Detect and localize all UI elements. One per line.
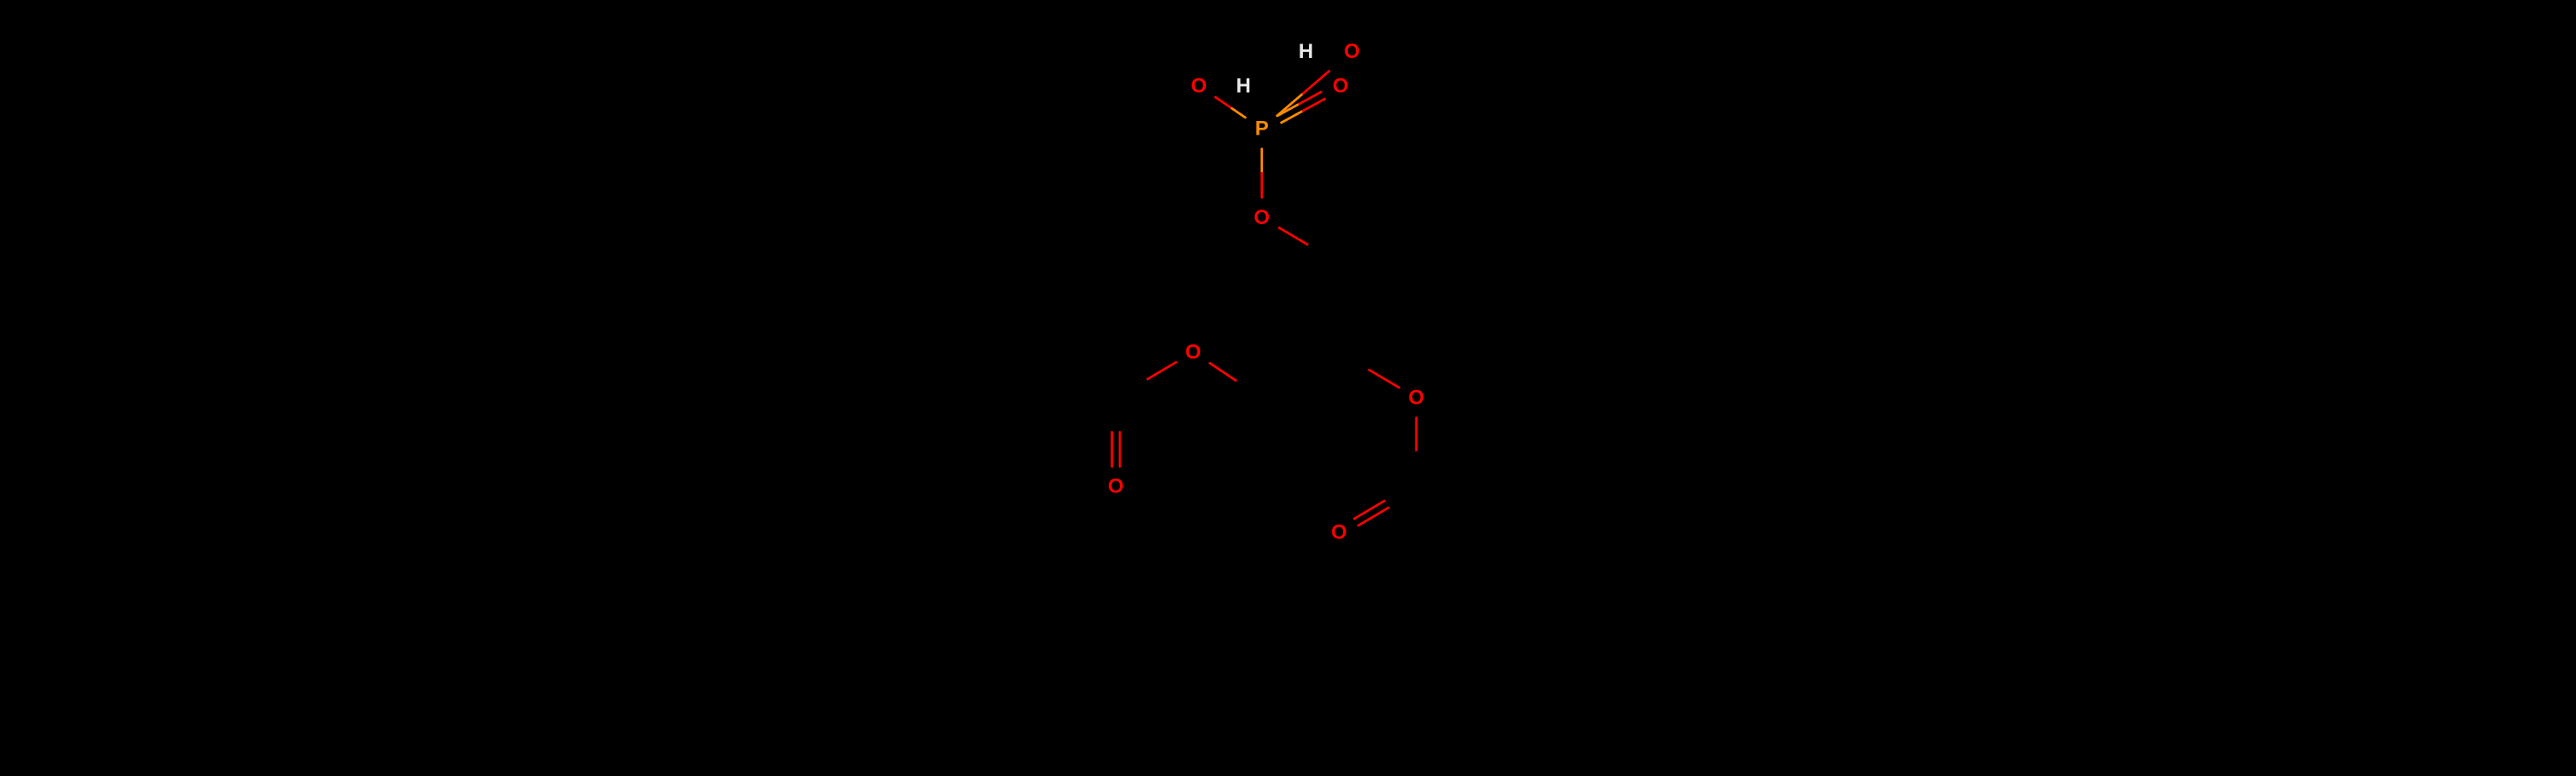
bond-segment bbox=[961, 398, 1039, 444]
bond-segment bbox=[1494, 486, 1571, 532]
atom-label-p: P bbox=[1255, 118, 1269, 141]
bond-segment bbox=[807, 398, 885, 444]
bond-segment bbox=[1215, 97, 1231, 107]
atom-label-o: O bbox=[1185, 341, 1202, 364]
bond-segment bbox=[1339, 352, 1368, 370]
bond-segment bbox=[498, 398, 576, 444]
bond-segment bbox=[2034, 486, 2112, 532]
bond-segment bbox=[34, 398, 112, 444]
bond-segment bbox=[2112, 486, 2189, 532]
atom-label-o: O bbox=[1108, 475, 1124, 498]
bond-segment bbox=[2344, 486, 2421, 532]
bond-segment bbox=[266, 398, 343, 444]
bond-segment bbox=[1369, 370, 1399, 388]
bond-segment bbox=[1116, 380, 1145, 398]
bond-segment bbox=[1803, 486, 1880, 532]
bond-segment bbox=[1303, 71, 1329, 93]
bond-segment bbox=[1416, 486, 1494, 532]
atom-label-o: O bbox=[1408, 387, 1425, 410]
molecule-diagram: OHOHOPOOOOO bbox=[0, 0, 2576, 776]
bond-segment bbox=[1648, 486, 1725, 532]
bond-segment bbox=[2421, 486, 2499, 532]
bond-segment bbox=[1388, 490, 1418, 508]
bond-segment bbox=[652, 398, 730, 444]
bond-segment bbox=[1571, 486, 1649, 532]
bond-segment bbox=[112, 398, 189, 444]
bond-segment bbox=[1039, 398, 1116, 444]
atom-label-o: O bbox=[1254, 206, 1270, 229]
bond-segment bbox=[1385, 483, 1414, 501]
bond-segment bbox=[1358, 508, 1388, 526]
bond-segment bbox=[1957, 486, 2034, 532]
atom-label-o: O bbox=[1344, 40, 1360, 63]
atom-label-o: O bbox=[1331, 520, 1347, 543]
bond-segment bbox=[1309, 245, 1339, 263]
atom-label-h: H bbox=[1236, 74, 1251, 97]
bond-segment bbox=[1262, 352, 1340, 398]
atom-label-h: H bbox=[1299, 40, 1313, 63]
atom-label-o: O bbox=[1190, 74, 1207, 97]
bond-segment bbox=[1146, 362, 1176, 380]
bond-segment bbox=[884, 398, 961, 444]
bond-segment bbox=[575, 398, 652, 444]
bond-segment bbox=[1210, 363, 1236, 380]
bond-segment bbox=[343, 398, 421, 444]
bond-segment bbox=[189, 398, 267, 444]
bond-segment bbox=[1231, 107, 1246, 118]
bond-segment bbox=[1354, 501, 1384, 519]
bond-segment bbox=[421, 398, 498, 444]
bond-segment bbox=[1880, 486, 1958, 532]
bond-segment bbox=[1236, 381, 1262, 398]
bond-segment bbox=[2266, 486, 2344, 532]
atom-label-o: O bbox=[1333, 74, 1349, 97]
bond-segment bbox=[730, 398, 807, 444]
bond-segment bbox=[2189, 486, 2266, 532]
bond-segment bbox=[1725, 486, 1803, 532]
bond-segment bbox=[1279, 227, 1309, 245]
